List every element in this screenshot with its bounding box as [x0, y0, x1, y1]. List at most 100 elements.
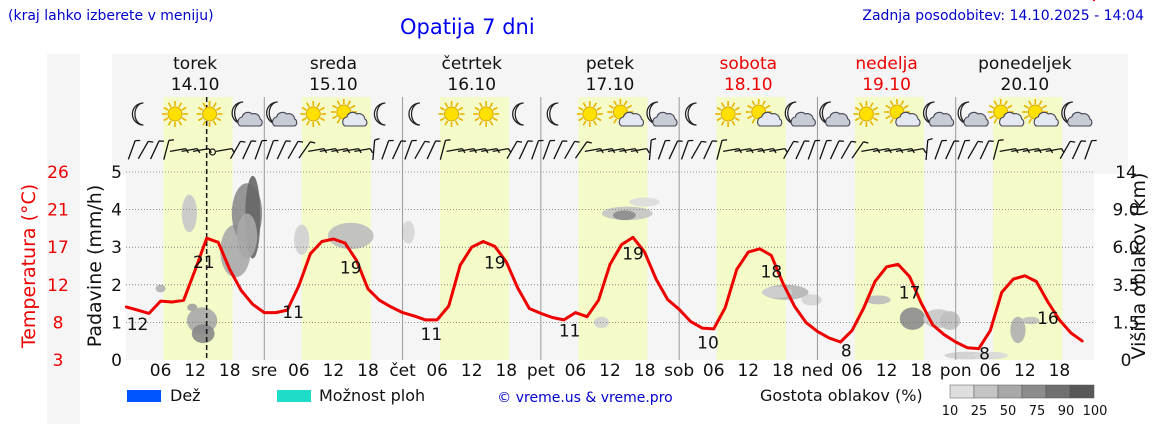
temperature-point — [643, 250, 646, 254]
temp-axis-label: Temperatura (°C) — [18, 184, 40, 349]
sun-icon — [473, 101, 500, 127]
day-name: četrtek — [441, 54, 502, 74]
moon-cloud-icon — [231, 101, 263, 127]
wind-barb-icon — [127, 139, 141, 160]
temperature-point — [816, 330, 819, 333]
x-tick-label: 06 — [150, 361, 172, 381]
x-tick-label: 12 — [599, 361, 621, 381]
day-name: ponedeljek — [978, 54, 1072, 74]
x-tick-label: 12 — [461, 361, 483, 381]
cloud-height-tick-label: 0 — [1121, 351, 1132, 371]
cloud-patch — [181, 194, 197, 233]
wind-barb-icon — [287, 140, 304, 159]
cloud-height-tick-label: 1.5 — [1112, 313, 1139, 333]
daylight-band — [716, 97, 786, 360]
sun-icon — [161, 101, 188, 127]
day-name: nedelja — [855, 54, 917, 74]
storm-swatch — [277, 390, 311, 402]
wind-barb-icon — [680, 139, 694, 160]
temperature-point — [528, 307, 531, 310]
x-tick-label: ned — [801, 361, 833, 381]
temperature-point — [1092, 0, 1096, 2]
sun-cloud-icon — [987, 99, 1025, 127]
wind-barb-icon — [426, 140, 441, 160]
moon-cloud-icon — [784, 101, 816, 127]
wind-barb-icon — [1059, 140, 1076, 159]
temperature-label: 11 — [282, 303, 304, 323]
temperature-point — [332, 237, 335, 241]
x-tick-label: 18 — [910, 361, 932, 381]
wind-barb-icon — [553, 140, 568, 160]
temperature-point — [136, 308, 139, 312]
temperature-point — [989, 329, 992, 332]
temperature-point — [458, 263, 462, 267]
sun-icon — [715, 101, 742, 127]
x-tick-label: 12 — [737, 361, 759, 381]
temperature-point — [850, 329, 854, 332]
last-updated: Zadnja posodobitev: 14.10.2025 - 14:04 — [862, 8, 1144, 24]
temperature-point — [205, 237, 208, 240]
x-tick-label: 18 — [495, 361, 517, 381]
temperature-point — [551, 316, 554, 319]
temperature-point — [1035, 280, 1038, 283]
temperature-point — [309, 252, 312, 255]
temperature-point — [585, 315, 589, 318]
temperature-point — [712, 327, 715, 331]
wind-barb-icon — [992, 139, 1004, 160]
wind-barbs-row — [127, 138, 1097, 161]
wind-barb-icon — [381, 139, 394, 160]
temperature-point — [159, 299, 162, 303]
temperature-point — [412, 314, 416, 318]
temperature-point — [1012, 277, 1015, 281]
cloud-patch — [629, 197, 660, 207]
wind-barb-icon — [229, 140, 246, 159]
sun-icon — [196, 101, 223, 127]
sun-cloud-icon — [883, 99, 921, 127]
cloud-height-tick-label: 9.0 — [1112, 201, 1139, 221]
moon-icon — [408, 102, 421, 126]
x-tick-label: 18 — [219, 361, 241, 381]
wind-barb-icon — [934, 139, 947, 160]
wind-barb-icon — [414, 140, 430, 159]
temperature-label: 16 — [1037, 309, 1059, 329]
temperature-point — [493, 245, 496, 248]
temperature-point — [839, 340, 842, 344]
x-tick-label: 06 — [565, 361, 587, 381]
wind-barb-icon — [967, 140, 984, 159]
rain-label: Dež — [170, 386, 201, 405]
cloud-density-scale-label: 10 — [942, 404, 959, 419]
cloud-density-scale-label: 50 — [1000, 404, 1017, 419]
wind-barb-icon — [354, 147, 374, 154]
temperature-point — [677, 308, 681, 311]
cloud-patch — [865, 295, 891, 305]
moon-cloud-icon — [266, 101, 298, 127]
temperature-point — [873, 280, 877, 283]
temp-tick-label: 12 — [47, 276, 69, 296]
wind-barb-icon — [163, 139, 174, 160]
temperature-point — [1046, 300, 1050, 304]
wind-barb-icon — [276, 140, 291, 160]
wind-barb-icon — [266, 139, 279, 160]
precip-tick-label: 5 — [111, 163, 122, 183]
wind-barb-icon — [829, 140, 844, 160]
cloud-density-swatch — [949, 384, 975, 399]
day-date: 18.10 — [724, 75, 773, 95]
moon-cloud-icon — [819, 101, 851, 127]
wind-barb-icon — [819, 139, 832, 160]
credit-link[interactable]: © vreme.us & vreme.pro — [497, 390, 672, 406]
cloud-density-swatch — [997, 384, 1023, 399]
temperature-line — [125, 235, 1084, 351]
temperature-point — [770, 254, 773, 257]
temperature-point — [931, 323, 934, 327]
temperature-point — [804, 321, 808, 324]
temperature-point — [654, 277, 658, 281]
wind-barb-icon — [574, 141, 592, 159]
temperature-label: 17 — [899, 284, 921, 304]
cloud-patch — [939, 311, 961, 330]
cloud-patch — [327, 222, 374, 250]
x-tick-label: pet — [527, 361, 555, 381]
wind-barb-icon — [298, 141, 316, 159]
cloud-patch — [972, 351, 1009, 360]
day-name: sreda — [310, 54, 357, 74]
